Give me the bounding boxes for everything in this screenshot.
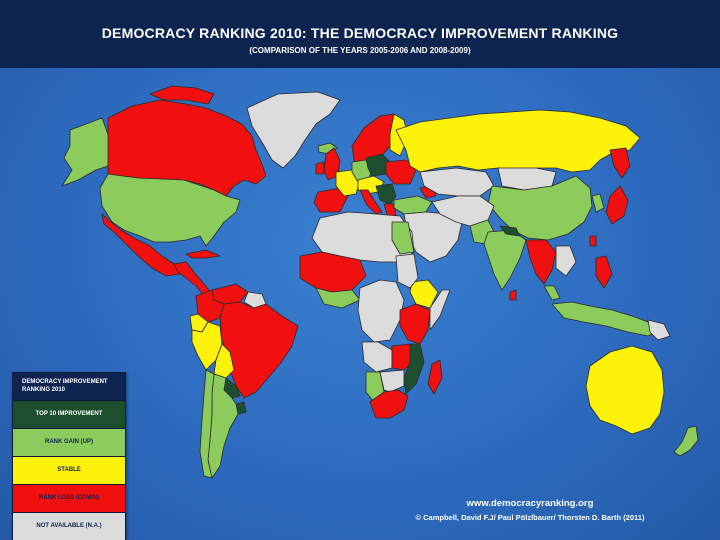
legend-item-rank-loss: Rank Loss (Down) xyxy=(13,484,125,512)
region-madagascar xyxy=(427,359,443,395)
region-somalia xyxy=(429,289,451,331)
region-philippines xyxy=(595,255,613,289)
region-indonesia xyxy=(551,301,661,337)
region-east-africa xyxy=(399,303,431,345)
region-india xyxy=(483,229,527,291)
region-ireland xyxy=(315,161,325,175)
legend-label-stable: Stable xyxy=(57,467,81,473)
region-sri-lanka xyxy=(509,289,517,301)
world-map xyxy=(61,85,699,479)
region-sudan xyxy=(395,253,419,289)
region-korea xyxy=(591,193,605,213)
footer-credit: © Campbell, David F.J/ Paul Pölzlbauer/ … xyxy=(415,513,645,522)
legend-item-rank-gain: Rank Gain (Up) xyxy=(13,428,125,456)
title-banner: Democracy Ranking 2010: The Democracy Im… xyxy=(0,0,720,68)
legend-label-rank-gain: Rank Gain (Up) xyxy=(45,439,93,445)
region-malaysia xyxy=(543,285,561,301)
region-greenland xyxy=(246,91,341,169)
region-chile xyxy=(199,369,215,479)
region-nepal xyxy=(499,225,521,237)
region-mozambique xyxy=(403,343,425,395)
map-title: Democracy Ranking 2010: The Democracy Im… xyxy=(101,25,619,41)
region-arctic-islands xyxy=(149,85,215,105)
region-balkans xyxy=(375,183,397,205)
region-taiwan xyxy=(589,235,597,247)
legend-label-not-available: Not Available (n.a.) xyxy=(36,523,102,529)
map-subtitle: (Comparison of the years 2005-2006 and 2… xyxy=(249,46,471,55)
region-indochina xyxy=(555,245,577,277)
region-china xyxy=(487,175,593,241)
region-russia xyxy=(395,109,641,173)
legend-title: Democracy Improvement Ranking 2010 xyxy=(22,379,108,393)
region-angola xyxy=(361,341,393,373)
region-russia-east xyxy=(609,147,631,179)
region-central-america xyxy=(173,261,213,297)
region-turkey xyxy=(393,195,433,215)
region-cuba xyxy=(185,249,221,259)
legend-item-not-available: Not Available (n.a.) xyxy=(13,512,125,540)
footer: www.democracyranking.org © Campbell, Dav… xyxy=(370,498,690,523)
region-usa xyxy=(99,173,241,247)
legend: Democracy Improvement Ranking 2010 Top 1… xyxy=(12,372,126,540)
region-south-africa xyxy=(369,389,409,419)
region-west-coast xyxy=(315,287,361,309)
region-new-zealand xyxy=(673,425,699,457)
legend-label-rank-loss: Rank Loss (Down) xyxy=(39,495,99,501)
region-papua xyxy=(647,319,671,341)
region-botswana xyxy=(379,369,405,393)
region-central-africa xyxy=(357,279,405,343)
region-australia xyxy=(585,345,665,435)
legend-label-top-10: Top 10 Improvement xyxy=(35,411,103,417)
footer-url[interactable]: www.democracyranking.org xyxy=(466,498,594,509)
legend-item-top-10: Top 10 Improvement xyxy=(13,400,125,428)
region-italy xyxy=(359,189,383,215)
region-japan xyxy=(605,185,629,225)
region-egypt xyxy=(391,221,415,255)
region-alaska xyxy=(61,117,111,187)
region-southeast-asia xyxy=(525,239,557,285)
legend-item-stable: Stable xyxy=(13,456,125,484)
region-ukraine xyxy=(385,159,417,185)
region-sahel xyxy=(299,251,367,293)
